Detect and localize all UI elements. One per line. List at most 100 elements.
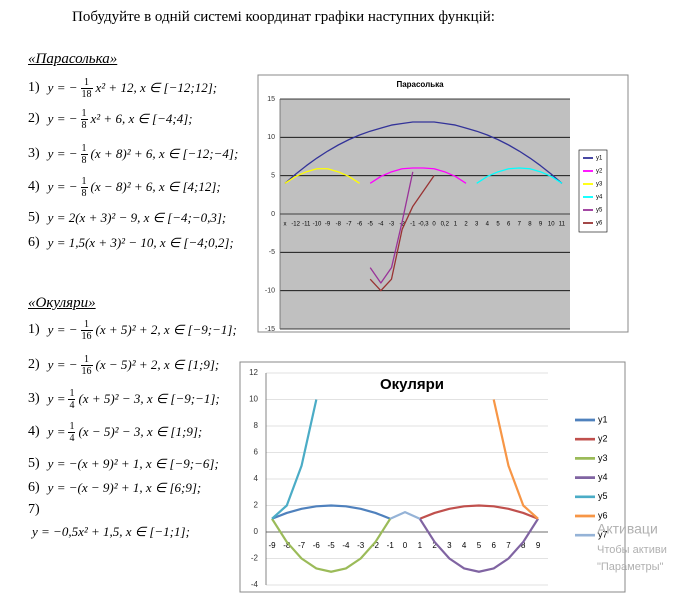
series-line [271, 504, 391, 520]
denominator: 18 [80, 87, 93, 100]
x-tick-label: 6 [491, 541, 496, 550]
formula-text: y = − [47, 80, 78, 95]
formula-text: y = 1,5(x + 3)² − 10, x ∈ [−4;0,2]; [47, 235, 234, 250]
denominator: 8 [80, 186, 88, 199]
formula-text: (x + 5)² + 2, x ∈ [−9;−1]; [95, 322, 237, 337]
series-line [271, 399, 318, 520]
y-tick-label: 2 [254, 501, 259, 510]
x-tick-label: 1 [454, 222, 458, 228]
y-tick-label: 0 [254, 527, 259, 536]
y-tick-label: 10 [267, 134, 275, 141]
series-line [492, 399, 539, 520]
legend-label: y3 [596, 182, 603, 188]
item-number: 6) [28, 480, 40, 495]
legend-label: y6 [598, 510, 608, 520]
item-number: 7) [28, 502, 40, 517]
formula-text: (x − 8)² + 6, x ∈ [4;12]; [90, 179, 221, 194]
x-tick-label: -7 [298, 541, 306, 550]
series-line [369, 171, 414, 284]
series-line [271, 518, 392, 573]
series-line [284, 121, 563, 184]
chart-title: Парасолька [396, 80, 444, 89]
y-tick-label: 0 [271, 211, 275, 218]
y-tick-label: -4 [251, 580, 259, 589]
formula: 7) [28, 495, 48, 525]
x-tick-label: -3 [357, 541, 365, 550]
y-tick-label: -10 [265, 288, 275, 295]
x-tick-label: -11 [302, 222, 311, 228]
legend-box [578, 149, 608, 233]
legend-label: y2 [598, 434, 608, 444]
y-tick-label: 8 [254, 421, 259, 430]
y-tick-label: -5 [269, 249, 275, 256]
formula-text: y = − [47, 146, 78, 161]
item-number: 2) [28, 357, 40, 372]
x-tick-label: -8 [283, 541, 291, 550]
item-number: 2) [28, 111, 40, 126]
x-tick-label: 5 [496, 222, 500, 228]
x-tick-label: 0,2 [441, 222, 450, 228]
x-tick-label: 5 [477, 541, 482, 550]
x-tick-label: -2 [372, 541, 380, 550]
formula-text: (x − 5)² − 3, x ∈ [1;9]; [78, 424, 203, 439]
formula: 4) y = −1 8 (x − 8)² + 6, x ∈ [4;12]; [28, 172, 221, 202]
formula-text: (x − 5)² + 2, x ∈ [1;9]; [95, 357, 220, 372]
series-line [369, 175, 435, 292]
series-line [369, 167, 467, 184]
denominator: 4 [68, 431, 76, 444]
formula-text: y = −0,5x² + 1,5, x ∈ [−1;1]; [32, 524, 190, 539]
x-tick-label: 7 [506, 541, 511, 550]
legend-label: y4 [598, 472, 608, 482]
fraction: 1 18 [80, 77, 93, 100]
fraction: 1 16 [80, 354, 93, 377]
series-line [418, 518, 539, 573]
item-number: 6) [28, 235, 40, 250]
denominator: 16 [80, 364, 93, 377]
x-tick-label: 7 [518, 222, 522, 228]
chart-title: Окуляри [380, 376, 444, 393]
formula-text: y = − [47, 322, 78, 337]
numerator: 1 [81, 175, 87, 187]
x-tick-label: 8 [521, 541, 526, 550]
formula-text: y = [47, 391, 66, 406]
denominator: 8 [80, 153, 88, 166]
item-number: 5) [28, 456, 40, 471]
y-tick-label: 12 [249, 368, 258, 377]
formula-text: y = [47, 424, 66, 439]
y-tick-label: 4 [254, 474, 259, 483]
formula: 6) y = 1,5(x + 3)² − 10, x ∈ [−4;0,2]; [28, 228, 234, 258]
formula-text: y = − [47, 179, 78, 194]
watermark-line: Чтобы активи [597, 544, 667, 556]
item-number: 4) [28, 424, 40, 439]
x-tick-label: -1 [387, 541, 395, 550]
denominator: 16 [80, 329, 93, 342]
formula-text: y = 2(x + 3)² − 9, x ∈ [−4;−0,3]; [47, 210, 227, 225]
x-tick-label: 8 [528, 222, 532, 228]
formula: y = −0,5x² + 1,5, x ∈ [−1;1]; [32, 517, 190, 547]
legend-label: y5 [598, 491, 608, 501]
formula: 3) y = −1 8 (x + 8)² + 6, x ∈ [−12;−4]; [28, 139, 238, 169]
legend-label: y4 [596, 195, 603, 201]
x-tick-label: -9 [268, 541, 276, 550]
heading: Побудуйте в одній системі координат граф… [72, 9, 495, 25]
x-tick-label: -5 [328, 541, 336, 550]
x-tick-label: -3 [389, 222, 395, 228]
watermark-line: "Параметры" [597, 561, 664, 573]
x-tick-label: -1 [410, 222, 416, 228]
item-number: 3) [28, 146, 40, 161]
series-line [389, 511, 421, 520]
formula-text: y = −(x + 9)² + 1, x ∈ [−9;−6]; [47, 456, 219, 471]
legend-label: y2 [596, 169, 603, 175]
x-tick-label: -4 [378, 222, 384, 228]
x-tick-label: -8 [336, 222, 342, 228]
x-tick-label: -7 [346, 222, 352, 228]
formula: 4) y = 1 4 (x − 5)² − 3, x ∈ [1;9]; [28, 417, 202, 447]
x-tick-label: -10 [313, 222, 322, 228]
series-line [284, 168, 360, 184]
x-tick-label: -2 [399, 222, 405, 228]
legend-label: y1 [596, 156, 603, 162]
